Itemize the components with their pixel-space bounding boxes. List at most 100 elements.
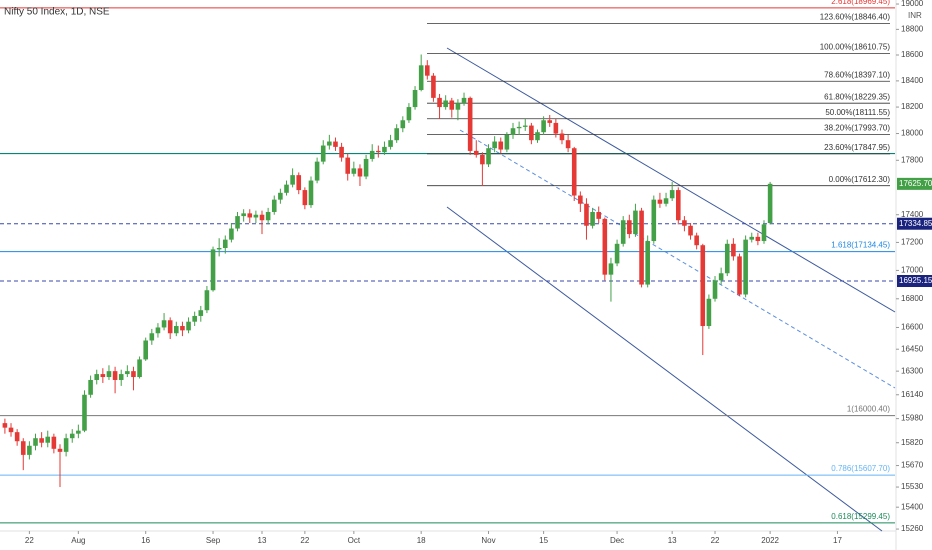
candle-body bbox=[161, 320, 167, 328]
candle-body bbox=[749, 236, 755, 240]
candle-body bbox=[357, 168, 363, 177]
candle-body bbox=[271, 199, 277, 212]
price-label-box bbox=[897, 275, 932, 288]
candle-body bbox=[388, 140, 393, 147]
candle-body bbox=[241, 213, 246, 217]
candle-body bbox=[675, 190, 681, 221]
candle-body bbox=[510, 128, 516, 135]
y-tick-label: 16600 bbox=[901, 323, 924, 332]
candle-body bbox=[118, 374, 124, 380]
candle-body bbox=[541, 120, 546, 133]
candle-body bbox=[2, 423, 8, 428]
candle-body bbox=[620, 220, 626, 244]
candle-body bbox=[449, 100, 455, 110]
candle-body bbox=[418, 65, 424, 91]
candle-body bbox=[180, 326, 185, 331]
candle-body bbox=[20, 441, 26, 455]
y-tick-label: 17400 bbox=[901, 210, 924, 219]
y-tick-label: 17000 bbox=[901, 266, 924, 275]
fib-extension-label: 0.786(15607.70) bbox=[831, 464, 890, 473]
candle-body bbox=[253, 214, 259, 218]
candle-body bbox=[614, 243, 620, 264]
candle-body bbox=[308, 180, 314, 206]
candle-body bbox=[82, 394, 87, 431]
candle-body bbox=[278, 192, 283, 200]
candle-body bbox=[431, 75, 436, 98]
candle-body bbox=[259, 214, 265, 221]
fib-retracement-label: 78.60%(18397.10) bbox=[824, 70, 890, 79]
candle-body bbox=[724, 243, 730, 274]
candle-body bbox=[486, 148, 491, 165]
y-tick-label: 15400 bbox=[901, 502, 924, 511]
candle-body bbox=[651, 199, 657, 242]
candle-body bbox=[8, 427, 14, 433]
x-tick-label: Nov bbox=[481, 536, 495, 545]
candle-body bbox=[39, 438, 44, 443]
candle-body bbox=[51, 436, 57, 449]
candle-body bbox=[63, 438, 69, 452]
candle-body bbox=[149, 333, 155, 341]
candle-body bbox=[33, 438, 38, 446]
candle-body bbox=[455, 103, 461, 110]
x-tick-label: 16 bbox=[141, 536, 150, 545]
price-label: 16925.15 bbox=[899, 276, 932, 285]
candle-body bbox=[688, 225, 693, 236]
candle-body bbox=[394, 128, 399, 141]
candle-body bbox=[192, 315, 197, 322]
candle-body bbox=[339, 146, 344, 158]
candle-body bbox=[57, 448, 63, 452]
candle-body bbox=[174, 326, 179, 334]
candle-body bbox=[535, 132, 540, 141]
candle-body bbox=[633, 210, 638, 235]
candle-body bbox=[712, 280, 718, 299]
x-tick-label: 15 bbox=[539, 536, 548, 545]
candle-body bbox=[461, 97, 467, 104]
candle-body bbox=[424, 65, 430, 76]
y-tick-label: 15670 bbox=[901, 461, 924, 470]
price-label: 17625.70 bbox=[899, 179, 932, 188]
fib-retracement-label: 50.00%(18111.55) bbox=[825, 108, 890, 117]
fib-extension-label: 1(16000.40) bbox=[847, 405, 890, 414]
y-tick-label: 16300 bbox=[901, 366, 924, 375]
candle-body bbox=[516, 126, 522, 129]
candle-body bbox=[143, 340, 148, 360]
x-tick-label: 22 bbox=[711, 536, 720, 545]
candle-body bbox=[222, 239, 228, 248]
x-tick-label: 17 bbox=[833, 536, 842, 545]
candle-body bbox=[467, 97, 473, 151]
candle-body bbox=[247, 213, 253, 218]
y-tick-label: 16450 bbox=[901, 344, 924, 353]
fib-retracement-label: 123.60%(18846.40) bbox=[820, 13, 891, 22]
candle-body bbox=[682, 220, 687, 226]
candle-body bbox=[578, 195, 583, 204]
channel-middle bbox=[459, 129, 896, 389]
y-tick-label: 18800 bbox=[901, 24, 924, 33]
fib-extension-label: 1.618(17134.45) bbox=[831, 241, 890, 250]
candle-body bbox=[571, 148, 577, 196]
candle-body bbox=[602, 218, 608, 275]
candle-body bbox=[657, 199, 663, 204]
fib-retracement-label: 38.20%(17993.70) bbox=[824, 123, 890, 132]
y-tick-label: 17200 bbox=[901, 238, 924, 247]
y-tick-label: 18000 bbox=[901, 129, 924, 138]
candle-body bbox=[737, 256, 742, 295]
candle-body bbox=[761, 224, 767, 242]
candle-body bbox=[235, 216, 240, 229]
candle-body bbox=[743, 239, 748, 295]
candle-body bbox=[627, 220, 632, 235]
candle-body bbox=[167, 320, 173, 334]
candle-body bbox=[767, 183, 773, 224]
fib-retracement-label: 61.80%(18229.35) bbox=[824, 92, 890, 101]
y-tick-label: 16800 bbox=[901, 294, 924, 303]
x-tick-label: 13 bbox=[668, 536, 677, 545]
candle-body bbox=[265, 211, 271, 221]
candle-body bbox=[290, 175, 295, 185]
x-tick-label: 22 bbox=[25, 536, 34, 545]
candle-body bbox=[565, 140, 571, 149]
candle-body bbox=[125, 371, 130, 375]
candle-body bbox=[302, 190, 308, 206]
candle-body bbox=[522, 125, 528, 127]
chart-title: Nifty 50 Index, 1D, NSE bbox=[4, 7, 110, 18]
y-tick-label: 18400 bbox=[901, 76, 924, 85]
